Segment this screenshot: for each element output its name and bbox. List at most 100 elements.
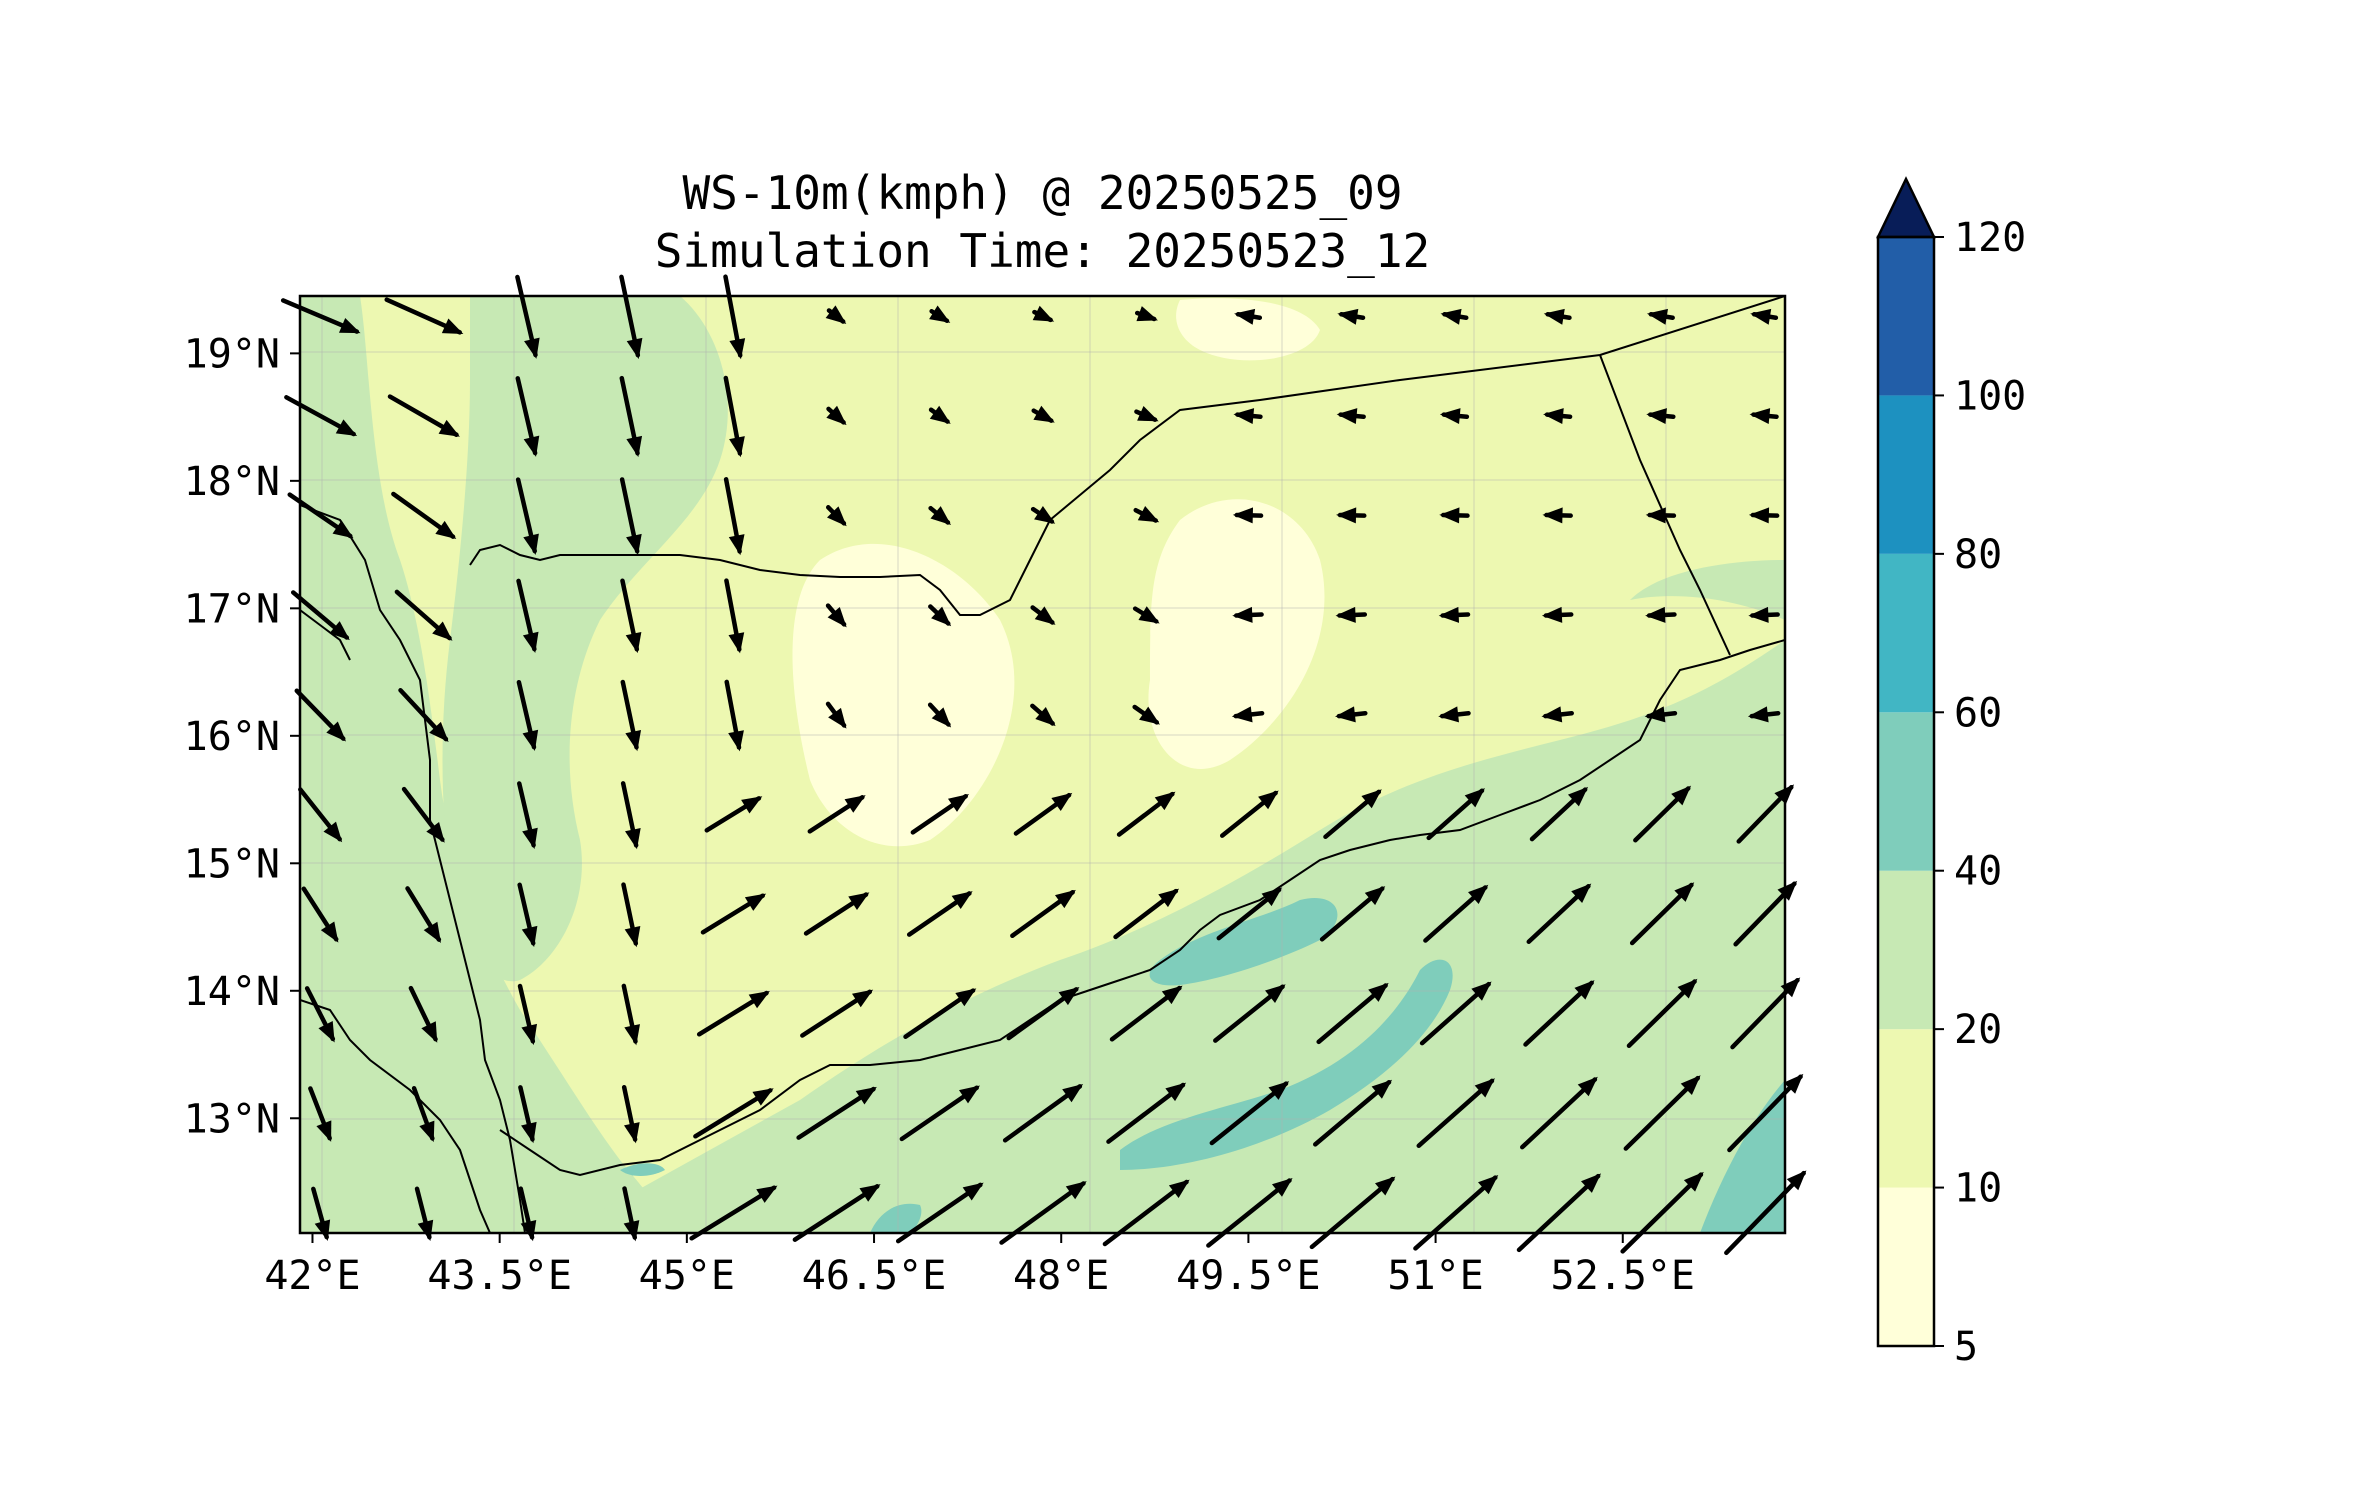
wind-arrow xyxy=(1736,784,1795,844)
wind-arrow xyxy=(689,1185,778,1241)
wind-arrow xyxy=(398,688,449,742)
y-tick-label: 18°N xyxy=(184,459,280,505)
wind-arrow xyxy=(723,375,745,458)
wind-arrow xyxy=(1426,788,1485,841)
wind-arrow xyxy=(516,679,539,752)
wind-arrow xyxy=(1645,507,1677,524)
wind-arrow xyxy=(1132,704,1161,725)
wind-arrow xyxy=(1750,308,1779,325)
wind-arrow xyxy=(1644,706,1678,723)
x-tick-label: 51°E xyxy=(1387,1253,1483,1299)
wind-arrow xyxy=(1423,884,1489,943)
wind-arrow xyxy=(619,375,643,458)
wind-arrow xyxy=(903,988,977,1040)
colorbar: 5 10 20 40 60 80 100 120 xyxy=(1876,176,2026,1370)
wind-arrow xyxy=(619,477,642,556)
wind-arrow xyxy=(1416,1078,1495,1149)
wind-arrow xyxy=(1724,1170,1807,1256)
wind-arrow xyxy=(1646,408,1676,425)
wind-arrow xyxy=(1132,606,1160,624)
wind-arrow xyxy=(1529,786,1589,842)
wind-arrow xyxy=(1440,308,1469,325)
wind-arrow xyxy=(1234,308,1263,325)
wind-arrow xyxy=(700,893,767,935)
wind-arrow xyxy=(928,405,951,424)
wind-arrow xyxy=(304,986,336,1043)
wind-arrow xyxy=(1013,792,1073,836)
y-tick-label: 14°N xyxy=(184,969,280,1015)
wind-arrow xyxy=(1543,408,1573,425)
wind-arrow xyxy=(620,578,642,654)
wind-arrow xyxy=(621,983,641,1046)
wind-arrow xyxy=(796,1086,877,1140)
wind-speed-field-40-60 xyxy=(620,898,1785,1233)
wind-arrow xyxy=(284,395,358,437)
x-tick-label: 46.5°E xyxy=(802,1253,947,1299)
wind-arrow xyxy=(1109,985,1183,1042)
wind-arrow xyxy=(294,688,347,742)
wind-arrow xyxy=(1106,1082,1187,1144)
colorbar-tick-label: 60 xyxy=(1954,690,2002,736)
wind-arrow xyxy=(825,603,847,628)
wind-arrow xyxy=(1134,306,1158,322)
colorbar-segment xyxy=(1878,712,1934,871)
wind-arrow xyxy=(1335,606,1368,623)
wind-arrow xyxy=(1116,791,1176,837)
colorbar-segment xyxy=(1878,395,1934,554)
wind-arrow xyxy=(384,297,464,335)
wind-arrow xyxy=(1523,980,1595,1047)
wind-arrow xyxy=(1747,706,1781,723)
colorbar-tick-label: 10 xyxy=(1954,1166,2002,1212)
wind-arrow xyxy=(622,1186,640,1242)
wind-arrow xyxy=(621,882,641,948)
wind-arrow xyxy=(515,376,540,457)
colorbar-segment xyxy=(1878,553,1934,713)
colorbar-extend-arrow xyxy=(1876,176,1936,239)
plot-title-line1: WS-10m(kmph) @ 20250525_09 xyxy=(682,166,1403,220)
x-tick-label: 48°E xyxy=(1013,1253,1109,1299)
wind-arrow xyxy=(1336,507,1367,524)
colorbar-segment xyxy=(1878,1187,1934,1346)
wind-arrow xyxy=(401,786,445,843)
wind-arrow xyxy=(1727,1073,1804,1153)
x-axis: 42°E 43.5°E 45°E 46.5°E 48°E 49.5°E 51°E 52.5°E xyxy=(264,1233,1695,1299)
wind-arrow xyxy=(1541,706,1574,723)
wind-arrow xyxy=(1336,408,1366,425)
wind-arrow xyxy=(1232,606,1264,623)
wind-arrow xyxy=(1620,1171,1704,1254)
wind-arrow xyxy=(1006,986,1080,1041)
wind-arrow xyxy=(518,1085,537,1144)
wind-arrow xyxy=(1419,981,1492,1046)
x-tick-label: 42°E xyxy=(264,1253,360,1299)
colorbar-tick-label: 100 xyxy=(1954,373,2026,419)
colorbar-tick-label: 120 xyxy=(1954,215,2026,261)
wind-arrow xyxy=(724,578,745,654)
map-frame xyxy=(298,294,1787,1235)
wind-arrow xyxy=(1439,507,1470,524)
wind-arrow xyxy=(1526,883,1592,945)
wind-arrow xyxy=(1337,308,1366,325)
y-tick-label: 19°N xyxy=(184,331,280,377)
wind-arrow xyxy=(620,781,641,850)
x-tick-label: 49.5°E xyxy=(1176,1253,1321,1299)
wind-arrow xyxy=(826,405,847,426)
colorbar-tick-label: 20 xyxy=(1954,1007,2002,1053)
wind-arrow xyxy=(1749,408,1779,425)
colorbar-segment xyxy=(1878,237,1934,396)
wind-arrow xyxy=(1541,606,1574,623)
wind-arrow xyxy=(1316,982,1389,1045)
wind-arrow xyxy=(619,274,643,360)
wind-arrow xyxy=(405,886,442,943)
wind-arrow xyxy=(1032,305,1055,323)
wind-arrow xyxy=(825,505,847,527)
wind-arrow xyxy=(927,702,952,728)
wind-arrow xyxy=(1335,706,1368,723)
wind-arrow xyxy=(1030,703,1056,727)
wind-arrow xyxy=(290,590,350,641)
wind-arrow xyxy=(792,1184,881,1242)
map-gridlines xyxy=(300,296,1785,1233)
wind-arrow xyxy=(1233,408,1263,425)
x-tick-label: 52.5°E xyxy=(1551,1253,1696,1299)
wind-arrow xyxy=(1010,889,1076,938)
wind-arrow xyxy=(1133,506,1160,523)
